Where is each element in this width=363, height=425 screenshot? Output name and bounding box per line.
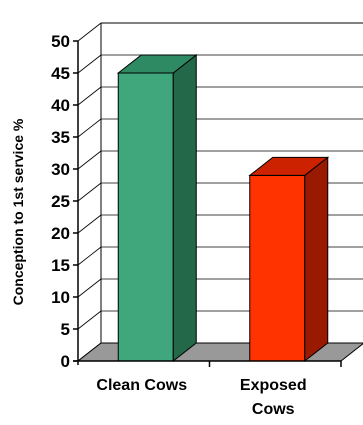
chart-bars	[116, 53, 330, 363]
y-tick-label: 35	[51, 128, 70, 147]
x-category-label: Clean Cows	[96, 377, 187, 394]
bar-front	[117, 72, 174, 362]
y-axis-title: Conception to 1st service %	[10, 118, 26, 305]
gridline-depth	[77, 278, 102, 298]
gridline-depth	[77, 118, 102, 138]
x-category-label: Exposed	[240, 377, 307, 394]
gridline-depth	[77, 310, 102, 330]
y-tick-label: 20	[51, 224, 70, 243]
y-tick-label: 10	[51, 288, 70, 307]
x-category-label: Cows	[252, 401, 295, 418]
y-tick-label: 30	[51, 160, 70, 179]
gridline-depth	[77, 182, 102, 202]
gridline-depth	[77, 150, 102, 170]
y-tick-label: 0	[61, 352, 70, 371]
bar-top	[116, 54, 198, 74]
gridline-depth	[77, 246, 102, 266]
gridline-depth	[77, 54, 102, 74]
y-tick-label: 25	[51, 192, 70, 211]
y-tick-label: 50	[51, 32, 70, 51]
x-category-labels: Clean Cows Exposed Cows	[96, 377, 306, 418]
bar-1	[116, 53, 198, 363]
gridline-depth	[77, 22, 102, 42]
gridline-depth	[77, 214, 102, 234]
y-tick-label: 40	[51, 96, 70, 115]
bar-front	[249, 174, 306, 362]
y-tick-label: 5	[61, 320, 70, 339]
gridline-depth	[77, 86, 102, 106]
bar-side	[172, 53, 197, 363]
bar-side	[304, 156, 329, 363]
bar-top	[248, 156, 330, 176]
y-tick-label: 15	[51, 256, 70, 275]
y-tick-label: 45	[51, 64, 70, 83]
chart-axes	[73, 40, 342, 367]
bar-2	[248, 156, 330, 363]
y-tick-labels: 0 5 10 15 20 25 30 35 40 45 50	[51, 32, 70, 371]
